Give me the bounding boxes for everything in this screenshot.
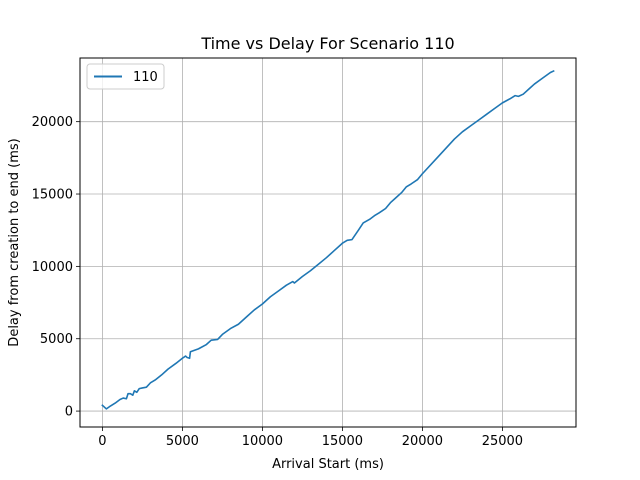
chart-title: Time vs Delay For Scenario 110: [200, 34, 454, 53]
data-series: [101, 69, 555, 410]
y-tick-label: 15000: [32, 188, 73, 203]
x-tick-label: 10000: [242, 434, 283, 449]
x-axis-title: Arrival Start (ms): [272, 457, 384, 472]
legend-label-110: 110: [133, 70, 158, 85]
legend: 110: [86, 63, 165, 90]
grid-lines: [80, 58, 576, 427]
x-tick-label: 20000: [402, 434, 443, 449]
y-axis-title: Delay from creation to end (ms): [7, 138, 22, 346]
x-tick-label: 25000: [482, 434, 523, 449]
plot-area-frame: [79, 57, 577, 428]
series-line-110: [101, 69, 555, 410]
y-tick-label: 0: [65, 405, 73, 420]
y-tick-label: 20000: [32, 115, 73, 130]
x-tick-label: 5000: [166, 434, 199, 449]
x-tick-label: 0: [98, 434, 106, 449]
y-tick-label: 5000: [40, 332, 73, 347]
axis-ticks: 0 5000 10000 15000 20000 25000 0 5000 10000 15000…: [32, 115, 523, 449]
legend-box: [86, 63, 165, 90]
y-tick-label: 10000: [32, 260, 73, 275]
x-tick-label: 15000: [322, 434, 363, 449]
